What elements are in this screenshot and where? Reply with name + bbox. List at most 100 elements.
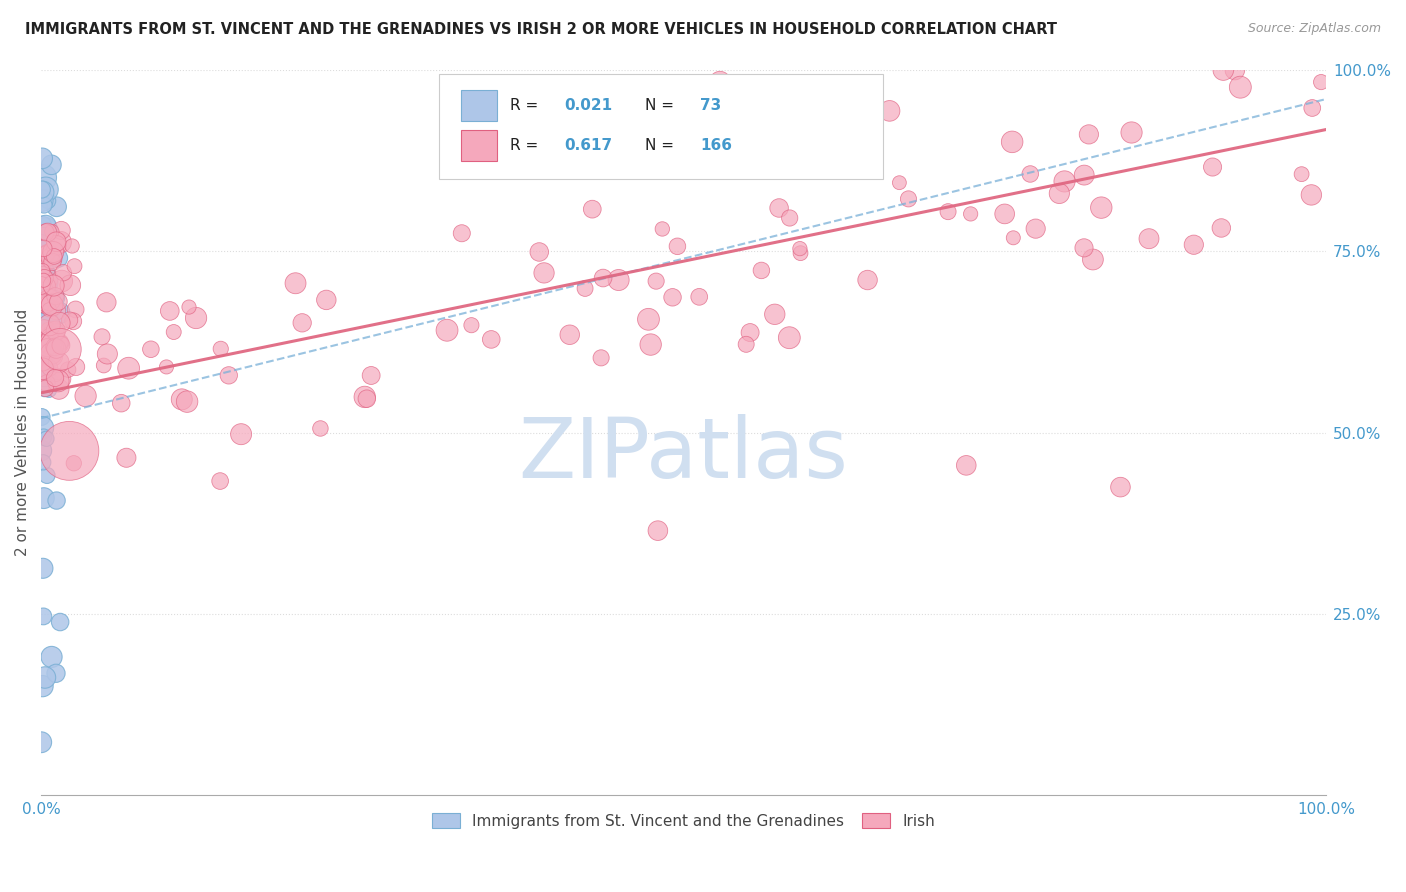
Text: R =: R = — [510, 98, 543, 113]
Point — [32, 262, 55, 277]
Point — [763, 307, 786, 321]
FancyBboxPatch shape — [440, 74, 883, 179]
Point — [44, 340, 66, 354]
Text: 0.617: 0.617 — [564, 138, 612, 153]
Point — [37, 343, 59, 358]
Text: 166: 166 — [700, 138, 733, 153]
Point — [32, 491, 55, 505]
Point — [35, 468, 58, 483]
Point — [45, 200, 67, 214]
Point — [31, 194, 53, 208]
Text: Source: ZipAtlas.com: Source: ZipAtlas.com — [1247, 22, 1381, 36]
Point — [209, 342, 232, 356]
Point — [959, 207, 981, 221]
Point — [30, 310, 52, 324]
Point — [59, 278, 82, 293]
Point — [35, 279, 58, 293]
Point — [31, 219, 53, 233]
Point — [34, 283, 56, 297]
Point — [48, 316, 70, 330]
Point — [34, 369, 56, 384]
Point — [32, 323, 55, 337]
Point — [48, 336, 70, 351]
Point — [529, 244, 551, 259]
Point — [45, 238, 67, 252]
Point — [37, 194, 59, 208]
Point — [35, 374, 58, 388]
Point — [37, 272, 59, 286]
Point — [56, 362, 79, 376]
Point — [768, 201, 790, 215]
Point — [558, 327, 581, 342]
Point — [34, 357, 56, 371]
Point — [41, 255, 63, 269]
Point — [48, 382, 70, 396]
Point — [574, 281, 596, 295]
Point — [31, 359, 53, 374]
Point — [34, 381, 56, 395]
Point — [1002, 231, 1025, 245]
Point — [45, 324, 67, 338]
Point — [63, 259, 86, 273]
Point — [30, 237, 52, 252]
Point — [91, 330, 114, 344]
Point — [38, 249, 60, 263]
Point — [37, 248, 59, 262]
Point — [1229, 80, 1251, 95]
Point — [38, 330, 60, 344]
Point — [35, 297, 58, 311]
Point — [31, 264, 53, 278]
Point — [32, 561, 55, 575]
Point — [34, 671, 56, 685]
Point — [35, 247, 58, 261]
Point — [751, 263, 773, 277]
Point — [450, 226, 472, 240]
Point — [176, 394, 198, 409]
Point — [31, 186, 53, 200]
Point — [170, 392, 193, 407]
Point — [49, 343, 72, 357]
Point — [60, 239, 83, 253]
Text: ZIPatlas: ZIPatlas — [519, 414, 848, 495]
Point — [994, 207, 1017, 221]
Point — [31, 305, 53, 319]
Point — [32, 231, 55, 245]
Point — [32, 249, 55, 263]
Legend: Immigrants from St. Vincent and the Grenadines, Irish: Immigrants from St. Vincent and the Gren… — [426, 806, 941, 835]
Point — [41, 158, 63, 172]
Point — [31, 336, 53, 351]
Point — [39, 346, 62, 360]
Point — [39, 338, 62, 352]
Point — [45, 493, 67, 508]
Point — [41, 298, 63, 312]
Point — [58, 313, 80, 327]
Point — [31, 293, 53, 308]
Text: N =: N = — [645, 138, 679, 153]
Point — [356, 392, 378, 406]
Point — [42, 245, 65, 260]
Point — [38, 291, 60, 305]
Point — [42, 278, 65, 293]
Point — [284, 277, 307, 291]
Point — [661, 290, 683, 304]
Point — [38, 293, 60, 307]
Point — [155, 359, 177, 374]
Text: 73: 73 — [700, 98, 721, 113]
Point — [779, 211, 801, 225]
Point — [315, 293, 337, 307]
Point — [49, 335, 72, 350]
Point — [1121, 126, 1143, 140]
Point — [1301, 101, 1323, 115]
Point — [38, 323, 60, 337]
Point — [789, 242, 811, 256]
Point — [31, 679, 53, 693]
Point — [32, 268, 55, 282]
Point — [49, 372, 72, 386]
Point — [35, 334, 58, 348]
Point — [607, 273, 630, 287]
Point — [735, 337, 758, 351]
Point — [31, 233, 53, 247]
Point — [39, 302, 62, 317]
Point — [45, 303, 67, 318]
Point — [32, 257, 55, 271]
